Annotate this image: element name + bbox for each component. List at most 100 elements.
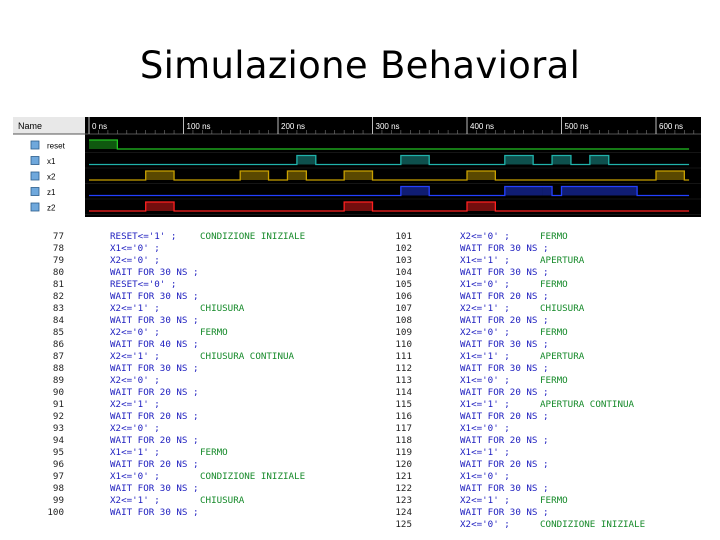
code-comment: FERMO — [540, 279, 568, 290]
code-statement: X2<='1' ; — [460, 495, 510, 506]
signal-high-fill — [542, 186, 553, 196]
code-statement: X2<='1' ; — [460, 303, 510, 314]
line-number: 103 — [395, 255, 412, 266]
code-statement: WAIT FOR 30 NS ; — [460, 243, 549, 254]
code-statement: X1<='1' ; — [460, 399, 510, 410]
code-comment: FERMO — [540, 231, 568, 242]
code-comment: FERMO — [200, 447, 228, 458]
code-statement: X1<='0' ; — [460, 423, 510, 434]
code-statement: X1<='1' ; — [460, 447, 510, 458]
signal-high-fill — [287, 171, 307, 180]
signal-high-fill — [400, 186, 430, 196]
line-number: 101 — [395, 231, 412, 242]
signal-name: x1 — [47, 157, 56, 166]
line-number: 96 — [52, 459, 64, 470]
code-comment: APERTURA — [540, 351, 585, 362]
line-number: 81 — [52, 279, 64, 290]
code-statement: WAIT FOR 20 NS ; — [110, 411, 199, 422]
line-number: 115 — [395, 399, 412, 410]
code-comment: APERTURA CONTINUA — [540, 399, 635, 410]
code-statement: WAIT FOR 20 NS ; — [460, 315, 549, 326]
code-statement: WAIT FOR 30 NS ; — [110, 507, 199, 518]
time-label: 200 ns — [281, 122, 305, 131]
signal-trace — [89, 139, 690, 150]
signal-high-fill — [89, 140, 118, 149]
line-number: 79 — [52, 255, 64, 266]
code-comment: CHIUSURA — [540, 303, 585, 314]
line-number: 111 — [395, 351, 412, 362]
code-statement: WAIT FOR 30 NS ; — [110, 363, 199, 374]
waveform-svg[interactable]: Name 0 ns 100 ns 200 ns 300 ns 400 ns 500 ns 60… — [13, 117, 701, 217]
code-statement: X2<='0' ; — [110, 327, 160, 338]
time-label: 500 ns — [565, 122, 589, 131]
line-number: 109 — [395, 327, 412, 338]
signal-high-fill — [589, 155, 609, 165]
code-statement: WAIT FOR 20 NS ; — [460, 411, 549, 422]
signal-name: z2 — [47, 204, 56, 213]
line-number: 117 — [395, 423, 412, 434]
line-number: 91 — [52, 399, 64, 410]
signal-icon — [30, 140, 40, 150]
line-number: 116 — [395, 411, 412, 422]
code-statement: WAIT FOR 20 NS ; — [460, 387, 549, 398]
signal-high-fill — [296, 155, 316, 165]
line-number: 97 — [52, 471, 64, 482]
code-statement: X1<='1' ; — [110, 447, 160, 458]
signal-high-fill — [400, 155, 430, 165]
code-comment: FERMO — [540, 327, 568, 338]
line-number: 113 — [395, 375, 412, 386]
code-statement: WAIT FOR 20 NS ; — [460, 291, 549, 302]
line-number: 104 — [395, 267, 412, 278]
code-statement: X1<='1' ; — [460, 255, 510, 266]
line-number: 100 — [47, 507, 64, 518]
code-statement: X1<='0' ; — [460, 375, 510, 386]
name-column-header-bg — [13, 117, 85, 134]
code-statement: WAIT FOR 30 NS ; — [110, 315, 199, 326]
line-number: 112 — [395, 363, 412, 374]
code-statement: WAIT FOR 30 NS ; — [460, 339, 549, 350]
signal-icon — [30, 187, 40, 196]
signal-trace — [89, 154, 690, 166]
line-number: 119 — [395, 447, 412, 458]
code-comment: CHIUSURA — [200, 495, 245, 506]
code-statement: X2<='0' ; — [460, 327, 510, 338]
code-statement: WAIT FOR 30 NS ; — [460, 267, 549, 278]
code-statement: X1<='0' ; — [460, 471, 510, 482]
line-number: 93 — [52, 423, 64, 434]
code-comment: APERTURA — [540, 255, 585, 266]
time-label: 600 ns — [659, 122, 683, 131]
name-column-header: Name — [18, 121, 42, 131]
signal-icon — [30, 202, 40, 212]
code-statement: X1<='0' ; — [110, 243, 160, 254]
code-statement: WAIT FOR 30 NS ; — [110, 483, 199, 494]
line-number: 82 — [52, 291, 64, 302]
code-listing-left: 77 RESET<='1' ; CONDIZIONE INIZIALE 78 X1<='… — [38, 229, 328, 530]
signal-icon — [30, 156, 40, 165]
signal-trace — [89, 185, 690, 197]
code-comment: CHIUSURA — [200, 303, 245, 314]
line-number: 94 — [52, 435, 64, 446]
code-comment: CONDIZIONE INIZIALE — [540, 519, 646, 530]
code-statement: WAIT FOR 20 NS ; — [110, 435, 199, 446]
code-statement: WAIT FOR 30 NS ; — [460, 363, 549, 374]
code-comment: FERMO — [200, 327, 228, 338]
signal-name: z1 — [47, 188, 56, 197]
signal-high-fill — [344, 171, 373, 180]
line-number: 118 — [395, 435, 412, 446]
line-number: 107 — [395, 303, 412, 314]
code-listing-right: 101 X2<='0' ; FERMO 102 WAIT FOR 30 NS ; 103 X… — [392, 229, 682, 530]
line-number: 88 — [52, 363, 64, 374]
code-statement: X2<='1' ; — [110, 351, 160, 362]
line-number: 89 — [52, 375, 64, 386]
signal-name: x2 — [47, 173, 56, 182]
slide-title: Simulazione Behavioral — [139, 44, 581, 87]
line-number: 77 — [52, 231, 64, 242]
code-statement: X2<='0' ; — [110, 375, 160, 386]
line-number: 120 — [395, 459, 412, 470]
code-statement: X1<='1' ; — [460, 351, 510, 362]
signal-name: reset — [47, 142, 66, 151]
waveform-viewer[interactable]: Name 0 ns 100 ns 200 ns 300 ns 400 ns 500 ns 60… — [13, 117, 701, 217]
code-statement: X2<='0' ; — [110, 255, 160, 266]
code-comment: CHIUSURA CONTINUA — [200, 351, 295, 362]
code-statement: WAIT FOR 40 NS ; — [110, 339, 199, 350]
